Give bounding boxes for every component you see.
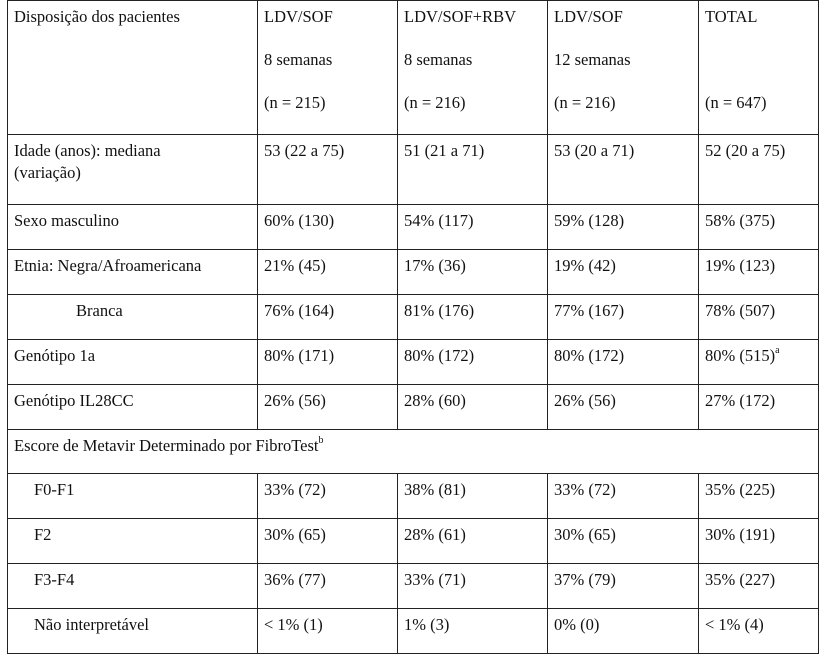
table-cell: 58% (375) <box>698 204 819 250</box>
patient-disposition-table: Disposição dos pacientes LDV/SOF 8 semana… <box>7 0 819 654</box>
table-cell: 0% (0) <box>547 608 699 654</box>
table-cell: 21% (45) <box>257 249 398 295</box>
footnote-mark: a <box>775 344 780 356</box>
table-row: Branca 76% (164) 81% (176) 77% (167) 78%… <box>7 294 819 340</box>
row-label: F3-F4 <box>7 563 258 609</box>
table-cell: 81% (176) <box>397 294 548 340</box>
table-cell: 76% (164) <box>257 294 398 340</box>
header-cell: LDV/SOF+RBV 8 semanas (n = 216) <box>397 0 548 135</box>
table-row: Genótipo IL28CC 26% (56) 28% (60) 26% (5… <box>7 384 819 430</box>
row-label: Idade (anos): mediana (variação) <box>7 134 258 205</box>
section-row: Escore de Metavir Determinado por FibroT… <box>7 429 819 474</box>
table-cell: 52 (20 a 75) <box>698 134 819 205</box>
table-cell: 80% (172) <box>547 339 699 385</box>
table-cell: < 1% (4) <box>698 608 819 654</box>
table-cell: 36% (77) <box>257 563 398 609</box>
table-row: F2 30% (65) 28% (61) 30% (65) 30% (191) <box>7 518 819 564</box>
table-cell: 33% (72) <box>547 473 699 519</box>
table-row: Sexo masculino 60% (130) 54% (117) 59% (… <box>7 204 819 250</box>
row-label: Branca <box>7 294 258 340</box>
table-cell: 35% (227) <box>698 563 819 609</box>
table-cell: 27% (172) <box>698 384 819 430</box>
row-label: Etnia: Negra/Afroamericana <box>7 249 258 295</box>
table-cell: 30% (191) <box>698 518 819 564</box>
footnote-mark: b <box>318 434 324 446</box>
table-cell: 53 (20 a 71) <box>547 134 699 205</box>
table-cell: 80% (515)a <box>698 339 819 385</box>
table-cell: 80% (172) <box>397 339 548 385</box>
header-cell: LDV/SOF 8 semanas (n = 215) <box>257 0 398 135</box>
table-cell: 35% (225) <box>698 473 819 519</box>
table-cell: 26% (56) <box>257 384 398 430</box>
header-cell: LDV/SOF 12 semanas (n = 216) <box>547 0 699 135</box>
table-row: Etnia: Negra/Afroamericana 21% (45) 17% … <box>7 249 819 295</box>
row-label: F2 <box>7 518 258 564</box>
table-cell: 17% (36) <box>397 249 548 295</box>
table-cell: 33% (71) <box>397 563 548 609</box>
section-label: Escore de Metavir Determinado por FibroT… <box>7 429 819 474</box>
table-cell: 19% (42) <box>547 249 699 295</box>
table-cell: 30% (65) <box>547 518 699 564</box>
table-cell: 1% (3) <box>397 608 548 654</box>
table-cell: 30% (65) <box>257 518 398 564</box>
row-label: F0-F1 <box>7 473 258 519</box>
table-cell: 33% (72) <box>257 473 398 519</box>
table-cell: 28% (60) <box>397 384 548 430</box>
table-cell: 78% (507) <box>698 294 819 340</box>
table-row: Não interpretável < 1% (1) 1% (3) 0% (0)… <box>7 608 819 654</box>
table-row: Genótipo 1a 80% (171) 80% (172) 80% (172… <box>7 339 819 385</box>
header-row: Disposição dos pacientes LDV/SOF 8 semana… <box>7 0 819 135</box>
table-row: F0-F1 33% (72) 38% (81) 33% (72) 35% (22… <box>7 473 819 519</box>
table-cell: 59% (128) <box>547 204 699 250</box>
table-cell: 28% (61) <box>397 518 548 564</box>
row-label: Genótipo 1a <box>7 339 258 385</box>
table-cell: < 1% (1) <box>257 608 398 654</box>
table-row: Idade (anos): mediana (variação) 53 (22 a… <box>7 134 819 205</box>
table-cell: 80% (171) <box>257 339 398 385</box>
table-cell: 53 (22 a 75) <box>257 134 398 205</box>
table-cell: 54% (117) <box>397 204 548 250</box>
row-label: Genótipo IL28CC <box>7 384 258 430</box>
table-cell: 60% (130) <box>257 204 398 250</box>
header-cell: TOTAL (n = 647) <box>698 0 819 135</box>
table-row: F3-F4 36% (77) 33% (71) 37% (79) 35% (22… <box>7 563 819 609</box>
table-cell: 26% (56) <box>547 384 699 430</box>
table-cell: 51 (21 a 71) <box>397 134 548 205</box>
header-label-cell: Disposição dos pacientes <box>7 0 258 135</box>
table-cell: 38% (81) <box>397 473 548 519</box>
table-cell: 37% (79) <box>547 563 699 609</box>
table-cell: 77% (167) <box>547 294 699 340</box>
row-label: Não interpretável <box>7 608 258 654</box>
row-label: Sexo masculino <box>7 204 258 250</box>
table-cell: 19% (123) <box>698 249 819 295</box>
